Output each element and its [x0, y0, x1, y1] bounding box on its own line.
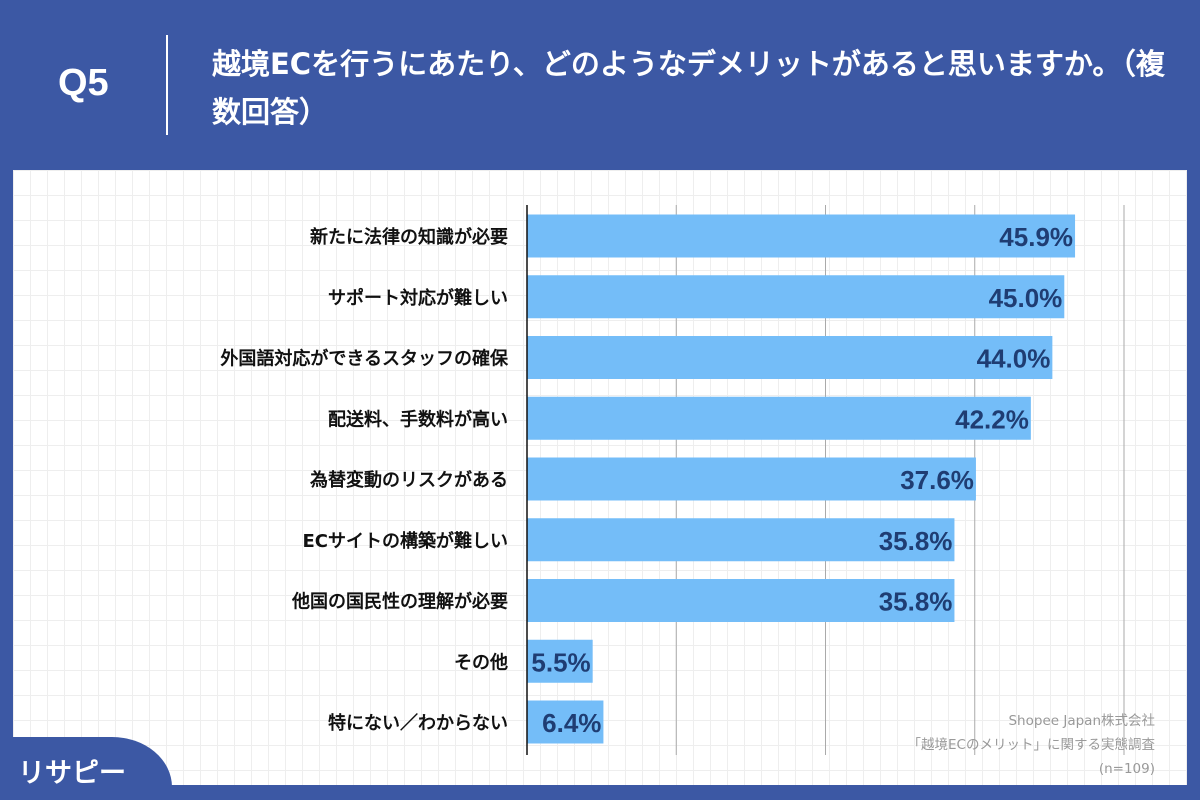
- value-label: 37.6%: [900, 465, 974, 495]
- bar: [527, 396, 1031, 440]
- category-label: 配送料、手数料が高い: [328, 408, 508, 430]
- value-label: 45.9%: [999, 222, 1073, 252]
- logo: リサピー: [0, 737, 172, 800]
- category-label: サポート対応が難しい: [328, 287, 508, 309]
- bar: [527, 214, 1076, 258]
- bar: [527, 457, 976, 501]
- sample-size: (n=109): [1098, 761, 1155, 777]
- category-label: 為替変動のリスクがある: [310, 469, 508, 491]
- divider: [166, 35, 168, 135]
- bar: [527, 579, 955, 622]
- source-survey: 「越境ECのメリット」に関する実態調査: [907, 737, 1155, 753]
- bar: [527, 275, 1065, 319]
- question-number: Q5: [58, 62, 109, 104]
- bar: [527, 336, 1053, 379]
- category-label: 他国の国民性の理解が必要: [291, 591, 508, 613]
- source-note: Shopee Japan株式会社 「越境ECのメリット」に関する実態調査 (n=…: [908, 709, 1155, 781]
- value-label: 35.8%: [879, 587, 953, 617]
- question-title: 越境ECを行うにあたり、どのようなデメリットがあると思いますか。（複数回答）: [212, 47, 1165, 129]
- category-label: その他: [454, 651, 508, 673]
- category-label: 新たに法律の知識が必要: [310, 226, 508, 248]
- value-label: 44.0%: [977, 344, 1051, 374]
- source-company: Shopee Japan株式会社: [1008, 713, 1155, 729]
- value-label: 5.5%: [531, 647, 590, 677]
- logo-text: リサピー: [18, 758, 126, 789]
- bar: [527, 639, 593, 683]
- bar: [527, 700, 604, 744]
- value-label: 45.0%: [989, 283, 1063, 313]
- value-label: 6.4%: [542, 708, 601, 738]
- value-label: 35.8%: [879, 526, 953, 556]
- value-label: 42.2%: [955, 404, 1029, 434]
- category-label: 特にない／わからない: [328, 712, 508, 734]
- category-label: ECサイトの構築が難しい: [302, 530, 508, 552]
- bar: [527, 518, 955, 562]
- category-label: 外国語対応ができるスタッフの確保: [220, 348, 509, 370]
